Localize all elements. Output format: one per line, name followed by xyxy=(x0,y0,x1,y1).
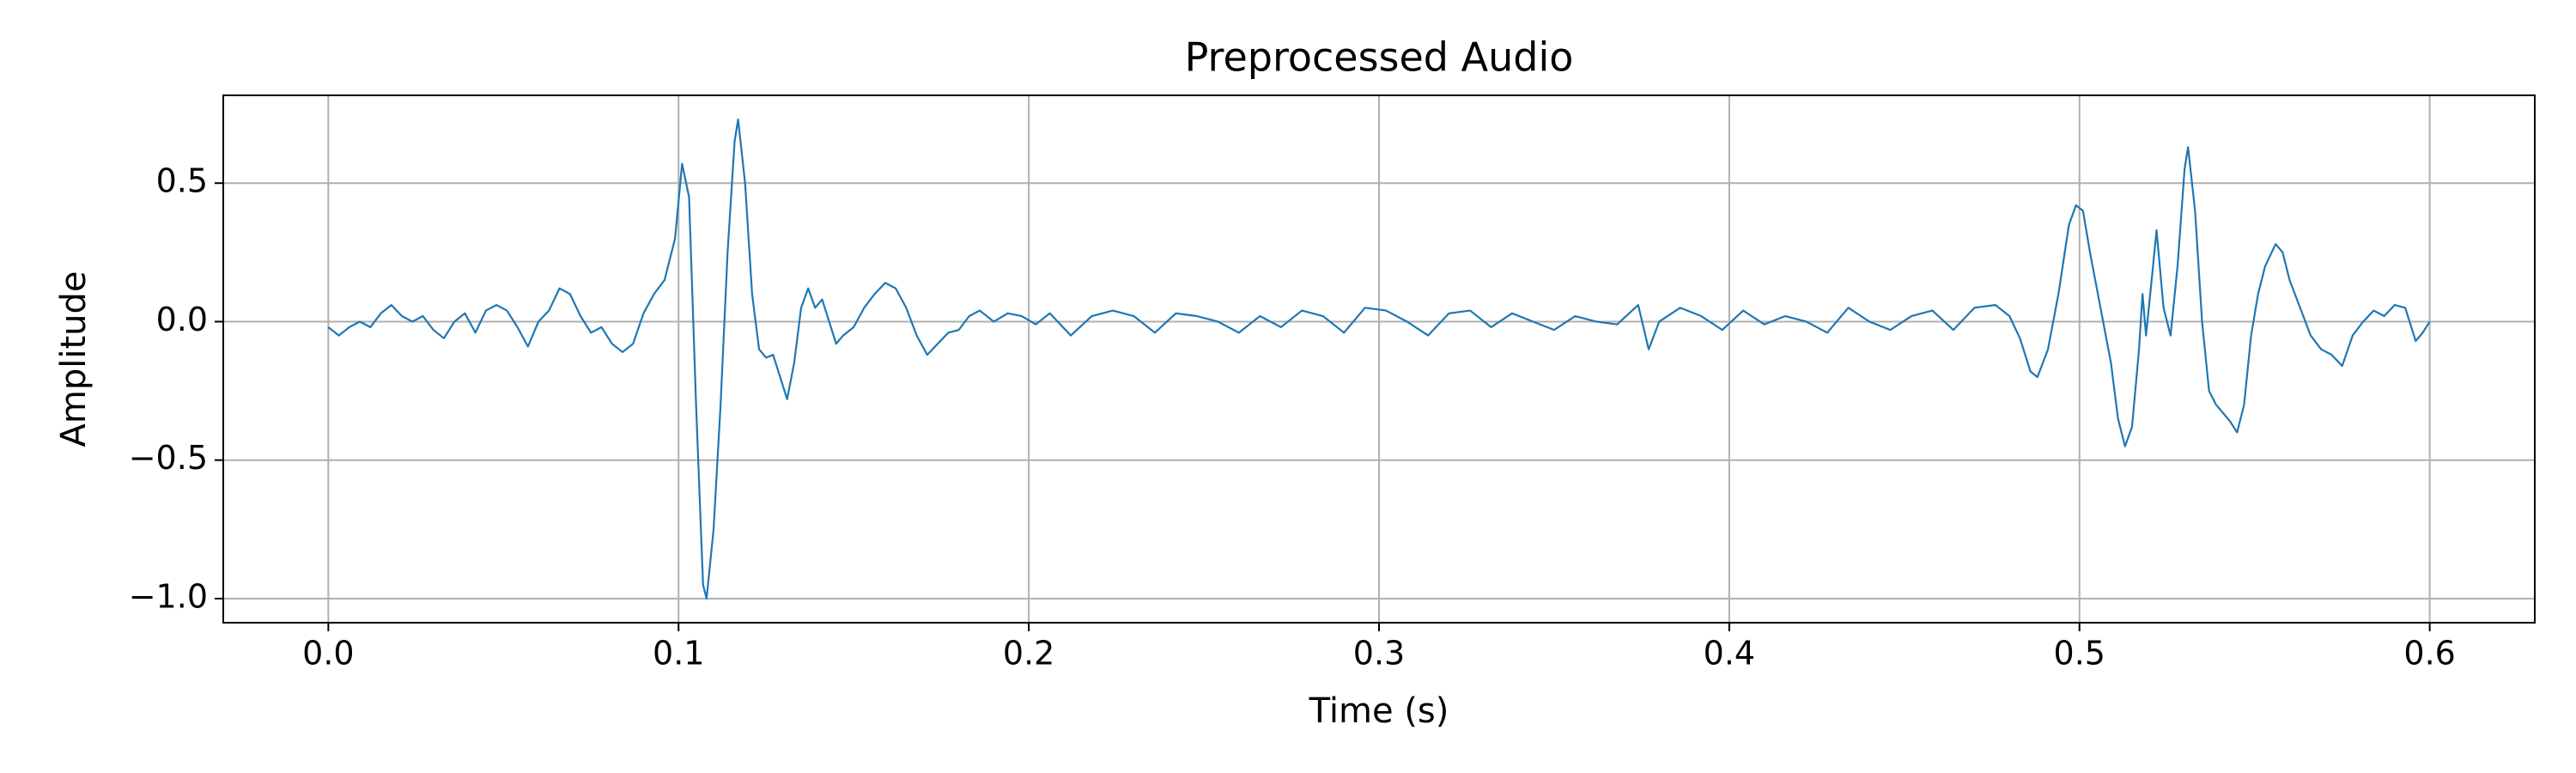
y-tick-label: −1.0 xyxy=(129,577,208,615)
x-tick-label: 0.3 xyxy=(1353,635,1405,673)
x-tick-label: 0.0 xyxy=(302,635,354,673)
y-tick-label: 0.5 xyxy=(156,162,208,200)
y-tick-label: −0.5 xyxy=(129,439,208,477)
y-tick-label: 0.0 xyxy=(156,301,208,338)
x-tick-label: 0.6 xyxy=(2403,635,2455,673)
plot-frame xyxy=(222,94,2536,624)
chart-title: Preprocessed Audio xyxy=(1185,34,1574,81)
x-axis-label: Time (s) xyxy=(1309,691,1449,731)
x-tick-label: 0.4 xyxy=(1704,635,1755,673)
x-tick-label: 0.2 xyxy=(1003,635,1054,673)
x-tick-label: 0.1 xyxy=(653,635,704,673)
y-axis-label: Amplitude xyxy=(54,271,94,447)
waveform-line xyxy=(327,118,2431,600)
x-tick-label: 0.5 xyxy=(2054,635,2105,673)
